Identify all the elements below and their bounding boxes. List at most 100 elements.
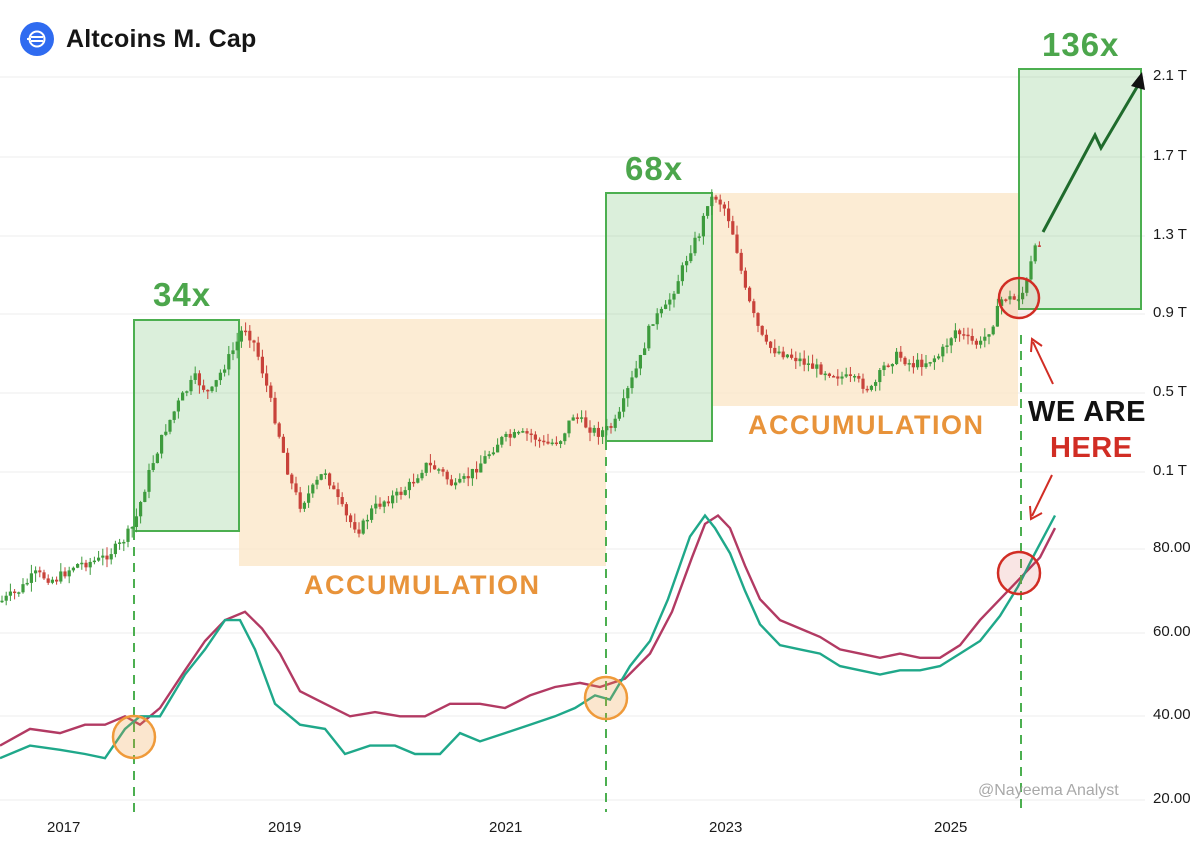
- candle: [865, 388, 869, 391]
- candle: [336, 489, 340, 498]
- candle: [143, 491, 147, 503]
- candle: [231, 350, 235, 355]
- candle: [869, 385, 873, 390]
- candle: [13, 591, 17, 594]
- candle: [29, 573, 33, 583]
- candle: [353, 522, 357, 530]
- candle: [1004, 299, 1008, 301]
- oscillator-line-teal: [0, 513, 1057, 760]
- candle: [286, 452, 290, 475]
- accumulation-label: ACCUMULATION: [748, 410, 985, 440]
- candle: [962, 334, 966, 336]
- candle: [46, 578, 50, 583]
- multiplier-label: 34x: [153, 276, 212, 313]
- candle: [189, 379, 193, 392]
- candle: [886, 365, 890, 367]
- pointer-arrow: [1032, 341, 1054, 385]
- candle: [160, 434, 164, 454]
- candle: [265, 373, 269, 386]
- year-tick-label: 2021: [489, 819, 523, 836]
- candle: [59, 571, 63, 582]
- candle: [601, 430, 605, 437]
- candle: [983, 336, 987, 341]
- candle: [890, 364, 894, 367]
- candle: [71, 567, 75, 571]
- candle: [248, 330, 252, 341]
- candle: [899, 351, 903, 358]
- candle: [374, 503, 378, 509]
- candle: [88, 561, 92, 568]
- candle: [185, 391, 189, 393]
- candle: [722, 204, 726, 209]
- candle: [815, 364, 819, 369]
- candle: [1029, 261, 1033, 280]
- candle: [491, 452, 495, 455]
- candle: [340, 497, 344, 505]
- candle: [580, 417, 584, 419]
- price-tick-label: 2.1 T: [1153, 67, 1187, 84]
- candle: [559, 441, 563, 445]
- accumulation-zone: [712, 193, 1018, 406]
- candle: [252, 340, 256, 343]
- candle: [206, 389, 210, 392]
- candle: [256, 342, 260, 357]
- candle: [638, 355, 642, 369]
- candle: [176, 400, 180, 412]
- candle: [546, 441, 550, 444]
- crossover-circle: [111, 714, 157, 760]
- candle: [357, 529, 361, 534]
- candle: [806, 363, 810, 365]
- candle: [718, 199, 722, 205]
- candle: [605, 426, 609, 431]
- candle: [1021, 292, 1025, 300]
- candle: [575, 417, 579, 419]
- candle: [454, 482, 458, 486]
- candle: [496, 444, 500, 453]
- candle: [239, 330, 243, 342]
- candle: [475, 468, 479, 473]
- candle: [210, 386, 214, 392]
- candle: [634, 368, 638, 378]
- candle: [399, 491, 403, 495]
- candle: [0, 600, 4, 603]
- candle: [626, 388, 630, 399]
- candle: [1012, 296, 1016, 300]
- candle: [945, 345, 949, 347]
- candle: [365, 519, 369, 522]
- pointer-arrow-head-icon: [1029, 505, 1043, 521]
- candle: [504, 433, 508, 437]
- candle: [714, 196, 718, 200]
- candle: [441, 469, 445, 472]
- oscillator-tick-label: 40.00: [1153, 706, 1191, 723]
- candle: [260, 356, 264, 374]
- candle: [584, 417, 588, 428]
- candle: [34, 570, 38, 574]
- candle: [521, 431, 525, 433]
- candle: [710, 196, 714, 207]
- candle: [538, 439, 542, 442]
- candle: [483, 456, 487, 464]
- candle: [134, 516, 138, 527]
- candle: [832, 376, 836, 378]
- pump-box: [605, 192, 713, 442]
- candle: [760, 325, 764, 335]
- candle: [563, 433, 567, 442]
- candle: [193, 373, 197, 380]
- candle: [550, 442, 554, 445]
- here-label: HERE: [1050, 432, 1133, 464]
- candle: [622, 398, 626, 412]
- candle: [533, 434, 537, 440]
- candle: [781, 351, 785, 358]
- candle: [328, 473, 332, 486]
- multiplier-label: 136x: [1042, 26, 1120, 63]
- candle: [571, 417, 575, 421]
- candle: [445, 471, 449, 480]
- candle: [458, 478, 462, 483]
- candle: [878, 370, 882, 383]
- candle: [151, 463, 155, 470]
- candle: [966, 334, 970, 337]
- candle: [643, 348, 647, 356]
- candle: [92, 560, 96, 563]
- candle: [55, 579, 59, 582]
- candle: [647, 325, 651, 349]
